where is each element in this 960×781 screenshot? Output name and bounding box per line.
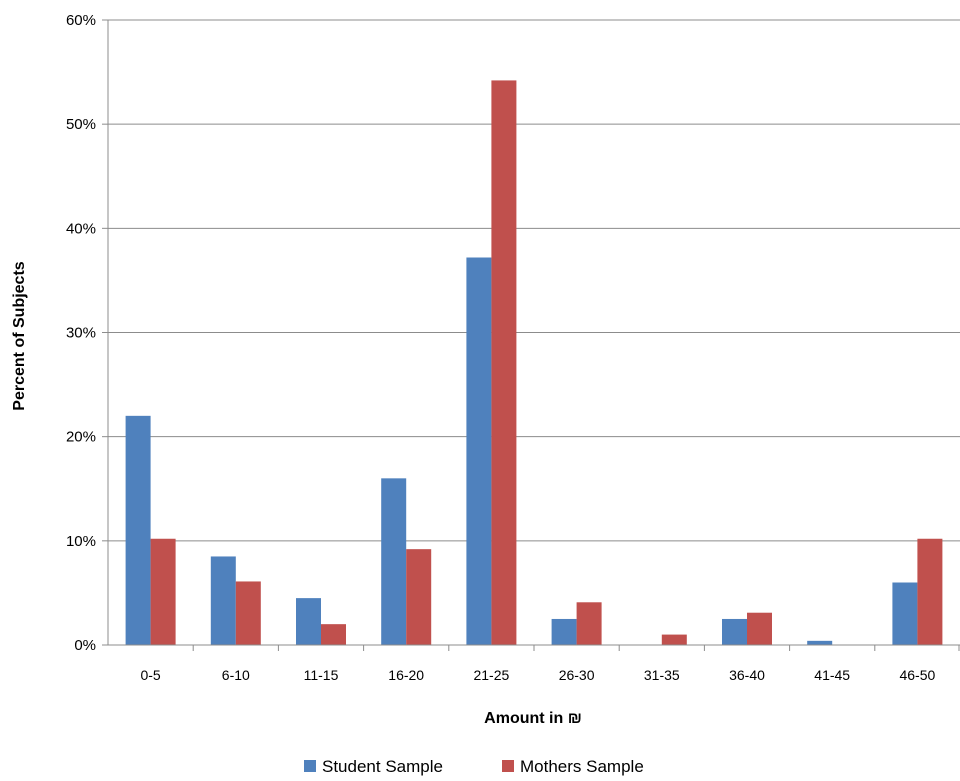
x-tick-label: 46-50 xyxy=(899,667,935,683)
bar-mothers-sample-0-5 xyxy=(150,538,176,645)
y-tick-label: 20% xyxy=(66,429,96,446)
x-tick-label: 36-40 xyxy=(729,667,765,683)
bar-mothers-sample-21-25 xyxy=(491,80,517,645)
legend-swatch xyxy=(502,760,514,772)
bar-mothers-sample-36-40 xyxy=(747,612,772,645)
x-tick-label: 6-10 xyxy=(222,667,250,683)
x-tick-label: 41-45 xyxy=(814,667,850,683)
x-tick-label: 21-25 xyxy=(473,667,509,683)
y-tick-label: 10% xyxy=(66,533,96,550)
bar-mothers-sample-31-35 xyxy=(661,634,687,645)
bar-mothers-sample-46-50 xyxy=(917,538,943,645)
bar-mothers-sample-6-10 xyxy=(235,581,261,645)
x-tick-label: 31-35 xyxy=(644,667,680,683)
x-tick-label: 11-15 xyxy=(304,667,339,683)
legend: Student Sample Mothers Sample xyxy=(304,757,644,776)
x-tick-label: 26-30 xyxy=(559,667,595,683)
bar-student-sample-6-10 xyxy=(210,556,236,645)
legend-label: Student Sample xyxy=(322,757,443,776)
y-axis-ticks: 0% 10% 20% 30% 40% 50% 60% xyxy=(66,12,108,654)
bar-student-sample-41-45 xyxy=(807,640,833,645)
legend-swatch xyxy=(304,760,316,772)
bar-student-sample-16-20 xyxy=(381,478,407,645)
bar-mothers-sample-16-20 xyxy=(406,549,432,645)
bar-student-sample-21-25 xyxy=(466,257,492,645)
y-axis-title: Percent of Subjects xyxy=(11,261,28,410)
x-tick-label: 0-5 xyxy=(140,667,160,683)
bar-student-sample-46-50 xyxy=(892,582,918,645)
legend-label: Mothers Sample xyxy=(520,757,644,776)
x-tick-label: 16-20 xyxy=(388,667,424,683)
y-tick-label: 50% xyxy=(66,116,96,133)
bar-mothers-sample-26-30 xyxy=(576,602,602,645)
bars xyxy=(125,80,943,645)
bar-student-sample-36-40 xyxy=(722,618,747,645)
bar-student-sample-26-30 xyxy=(551,618,577,645)
x-axis-ticks: 0-5 6-10 11-15 16-20 21-25 26-30 31-35 36-40 41-… xyxy=(140,645,960,683)
y-tick-label: 0% xyxy=(74,637,96,654)
x-axis-title: Amount in ₪ xyxy=(484,710,582,727)
bar-student-sample-11-15 xyxy=(296,598,321,645)
bar-mothers-sample-11-15 xyxy=(321,624,346,645)
gridlines xyxy=(108,19,960,646)
bar-student-sample-0-5 xyxy=(125,415,151,645)
y-tick-label: 30% xyxy=(66,325,96,342)
y-tick-label: 60% xyxy=(66,12,96,29)
y-tick-label: 40% xyxy=(66,220,96,237)
